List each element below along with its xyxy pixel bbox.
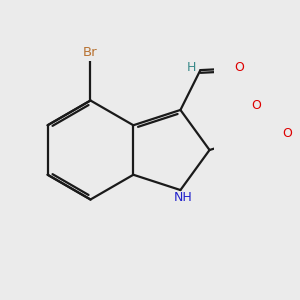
Text: Br: Br: [83, 46, 98, 59]
Text: NH: NH: [173, 191, 192, 205]
Text: O: O: [234, 61, 244, 74]
Text: O: O: [251, 99, 261, 112]
Text: O: O: [282, 128, 292, 140]
Text: H: H: [187, 61, 196, 74]
